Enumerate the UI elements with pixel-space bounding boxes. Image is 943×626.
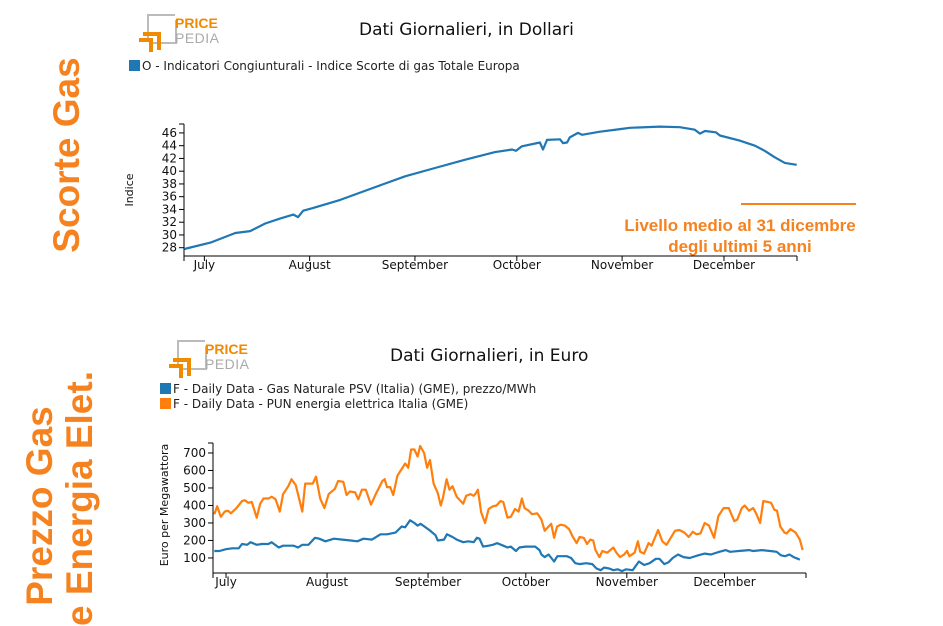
y-tick-label: 400 <box>183 498 206 512</box>
logo-text-price: PRICE <box>205 341 248 357</box>
y-axis-label: Euro per Megawattora <box>158 444 171 567</box>
x-tick-label: September <box>395 575 461 589</box>
logo-text-pedia: PEDIA <box>205 356 250 372</box>
x-tick-label: August <box>306 575 348 589</box>
x-tick-label: December <box>693 575 755 589</box>
y-tick-label: 34 <box>162 202 177 216</box>
pricepedia-logo: PRICE PEDIA <box>169 340 253 378</box>
x-tick-label: October <box>493 258 541 272</box>
x-tick-label: July <box>193 258 216 272</box>
x-tick-label: July <box>214 575 237 589</box>
y-tick-label: 30 <box>162 228 177 242</box>
y-tick-label: 38 <box>162 177 177 191</box>
y-tick-label: 36 <box>162 190 177 204</box>
y-tick-label: 44 <box>162 139 177 153</box>
y-tick-label: 100 <box>183 551 206 565</box>
x-tick-label: August <box>289 258 331 272</box>
legend-label: O - Indicatori Congiunturali - Indice Sc… <box>142 59 520 73</box>
chart1-title: Dati Giornalieri, in Dollari <box>359 20 574 40</box>
legend-swatch <box>160 398 171 409</box>
y-tick-label: 700 <box>183 446 206 460</box>
legend-swatch <box>129 60 140 71</box>
y-tick-label: 32 <box>162 215 177 229</box>
x-tick-label: November <box>596 575 658 589</box>
series-line <box>213 444 804 559</box>
x-tick-label: October <box>502 575 550 589</box>
y-tick-label: 28 <box>162 241 177 255</box>
chart1-legend[interactable]: O - Indicatori Congiunturali - Indice Sc… <box>129 59 520 73</box>
x-tick-label: November <box>591 258 653 272</box>
y-axis-label: Indice <box>123 173 136 206</box>
series-line <box>184 125 797 251</box>
y-tick-label: 600 <box>183 463 206 477</box>
annotation-text: Livello medio al 31 dicembre degli ultim… <box>600 215 880 257</box>
y-tick-label: 300 <box>183 516 206 530</box>
series-line <box>214 519 801 573</box>
chart2-legend[interactable]: F - Daily Data - Gas Naturale PSV (Itali… <box>160 382 536 412</box>
legend-item[interactable]: F - Daily Data - PUN energia elettrica I… <box>160 397 536 412</box>
logo-text-pedia: PEDIA <box>175 30 220 46</box>
chart2-title: Dati Giornalieri, in Euro <box>390 346 589 366</box>
y-tick-label: 500 <box>183 481 206 495</box>
x-tick-label: December <box>693 258 755 272</box>
y-tick-label: 40 <box>162 164 177 178</box>
pricepedia-logo: PRICE PEDIA <box>139 14 223 52</box>
legend-swatch <box>160 383 171 394</box>
y-tick-label: 200 <box>183 533 206 547</box>
y-tick-label: 42 <box>162 151 177 165</box>
legend-item[interactable]: F - Daily Data - Gas Naturale PSV (Itali… <box>160 382 536 397</box>
logo-text-price: PRICE <box>175 15 218 31</box>
legend-label: F - Daily Data - PUN energia elettrica I… <box>173 397 469 411</box>
x-tick-label: September <box>382 258 448 272</box>
annotation-line2: degli ultimi 5 anni <box>668 237 812 256</box>
annotation-line1: Livello medio al 31 dicembre <box>624 216 856 235</box>
legend-label: F - Daily Data - Gas Naturale PSV (Itali… <box>173 382 537 396</box>
y-tick-label: 46 <box>162 126 177 140</box>
